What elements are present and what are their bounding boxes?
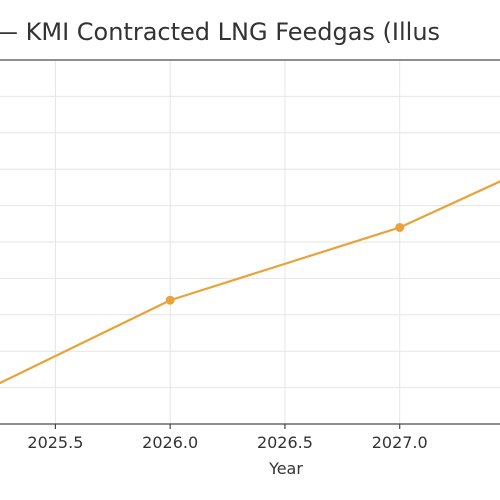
x-tick-label: 2026.0 bbox=[142, 433, 198, 452]
grid-layer bbox=[0, 59, 500, 424]
chart-title: — KMI Contracted LNG Feedgas (Illus bbox=[0, 18, 440, 46]
x-tick-label: 2025.5 bbox=[27, 433, 83, 452]
data-point bbox=[165, 295, 175, 305]
x-axis-label: Year bbox=[268, 459, 303, 478]
series-line bbox=[0, 180, 500, 385]
x-tick-label: 2027.0 bbox=[372, 433, 428, 452]
plot-frame bbox=[0, 59, 500, 425]
x-tick-label: 2026.5 bbox=[257, 433, 313, 452]
series-layer bbox=[0, 180, 500, 385]
data-point bbox=[395, 222, 405, 232]
